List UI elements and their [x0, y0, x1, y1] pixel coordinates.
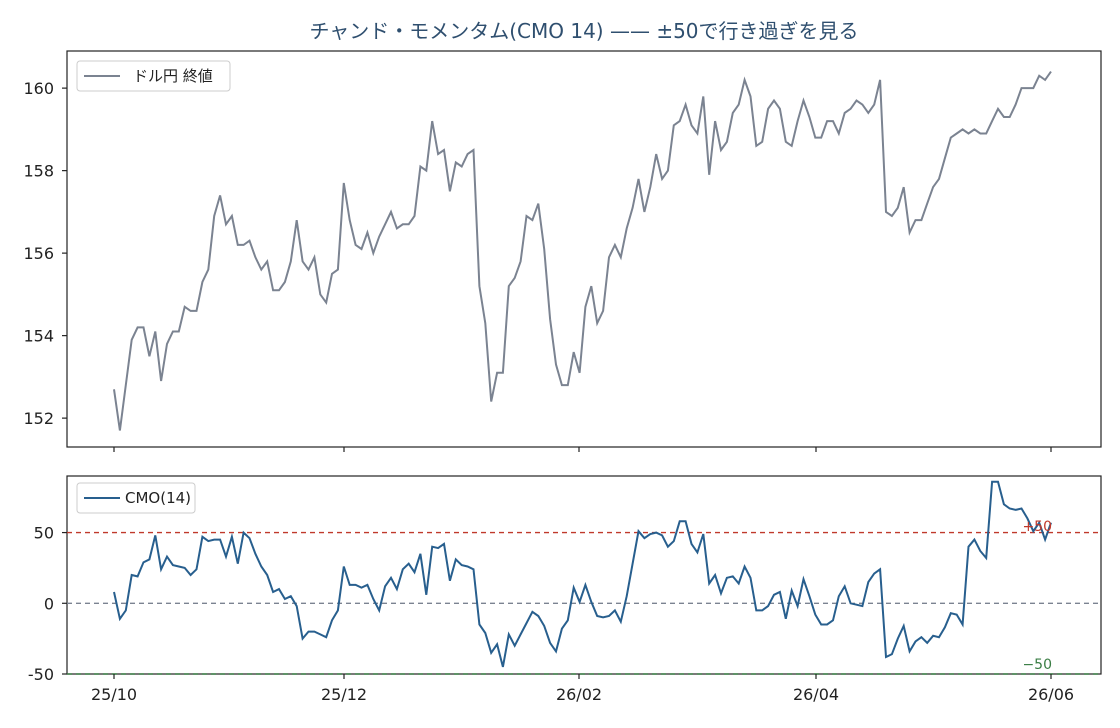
cmo-reference-lines	[67, 531, 1101, 675]
price-legend-label: ドル円 終値	[133, 67, 213, 85]
cmo-y-tick-label: -50	[28, 665, 54, 684]
x-tick-label: 26/04	[793, 685, 839, 704]
price-line	[113, 71, 1052, 431]
price-legend: ドル円 終値	[76, 60, 231, 92]
price-y-tick-label: 160	[23, 79, 54, 98]
plus50-annotation: +50	[1022, 519, 1052, 535]
price-legend-box	[76, 60, 231, 92]
cmo-y-axis: -50 0 50	[28, 524, 67, 684]
price-y-tick-label: 156	[23, 244, 54, 263]
price-y-tick-label: 154	[23, 327, 54, 346]
price-x-axis	[113, 447, 1052, 452]
cmo-plot-area	[66, 475, 1102, 675]
cmo-legend: CMO(14)	[76, 482, 196, 514]
cmo-panel: -50 0 50 25/10 25/12 26/02 26/04 26/06 +50 −50…	[28, 475, 1102, 704]
x-tick-label: 26/02	[556, 685, 602, 704]
cmo-y-tick-label: 0	[44, 594, 54, 613]
cmo-legend-box	[76, 482, 196, 514]
price-panel: 152 154 156 158 160 ドル円 終値	[23, 50, 1102, 452]
cmo-line	[113, 480, 1052, 668]
minus50-annotation: −50	[1022, 657, 1052, 673]
price-y-tick-label: 152	[23, 409, 54, 428]
chart-title: チャンド・モメンタム(CMO 14) —— ±50で行き過ぎを見る	[309, 19, 858, 43]
cmo-x-axis: 25/10 25/12 26/02 26/04 26/06	[91, 674, 1074, 704]
price-plot-area	[66, 50, 1102, 448]
price-y-tick-label: 158	[23, 162, 54, 181]
price-y-axis: 152 154 156 158 160	[23, 79, 67, 428]
cmo-y-tick-label: 50	[34, 524, 54, 543]
x-tick-label: 25/10	[91, 685, 137, 704]
x-tick-label: 25/12	[321, 685, 367, 704]
x-tick-label: 26/06	[1028, 685, 1074, 704]
cmo-legend-label: CMO(14)	[125, 489, 191, 507]
